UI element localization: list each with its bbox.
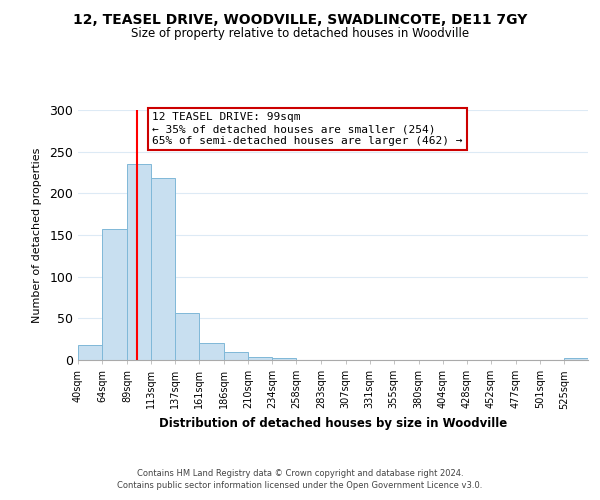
Bar: [248, 356, 272, 360]
Y-axis label: Number of detached properties: Number of detached properties: [32, 148, 43, 322]
Text: Contains HM Land Registry data © Crown copyright and database right 2024.: Contains HM Land Registry data © Crown c…: [137, 468, 463, 477]
Text: 12 TEASEL DRIVE: 99sqm
← 35% of detached houses are smaller (254)
65% of semi-de: 12 TEASEL DRIVE: 99sqm ← 35% of detached…: [152, 112, 463, 146]
Bar: [102, 229, 127, 360]
Bar: [151, 178, 175, 360]
Bar: [175, 312, 199, 360]
Text: Size of property relative to detached houses in Woodville: Size of property relative to detached ho…: [131, 28, 469, 40]
Bar: [78, 345, 102, 360]
Text: Contains public sector information licensed under the Open Government Licence v3: Contains public sector information licen…: [118, 481, 482, 490]
Bar: [564, 358, 588, 360]
Bar: [224, 352, 248, 360]
Text: 12, TEASEL DRIVE, WOODVILLE, SWADLINCOTE, DE11 7GY: 12, TEASEL DRIVE, WOODVILLE, SWADLINCOTE…: [73, 12, 527, 26]
Bar: [199, 344, 224, 360]
Bar: [127, 164, 151, 360]
X-axis label: Distribution of detached houses by size in Woodville: Distribution of detached houses by size …: [159, 417, 507, 430]
Bar: [272, 358, 296, 360]
